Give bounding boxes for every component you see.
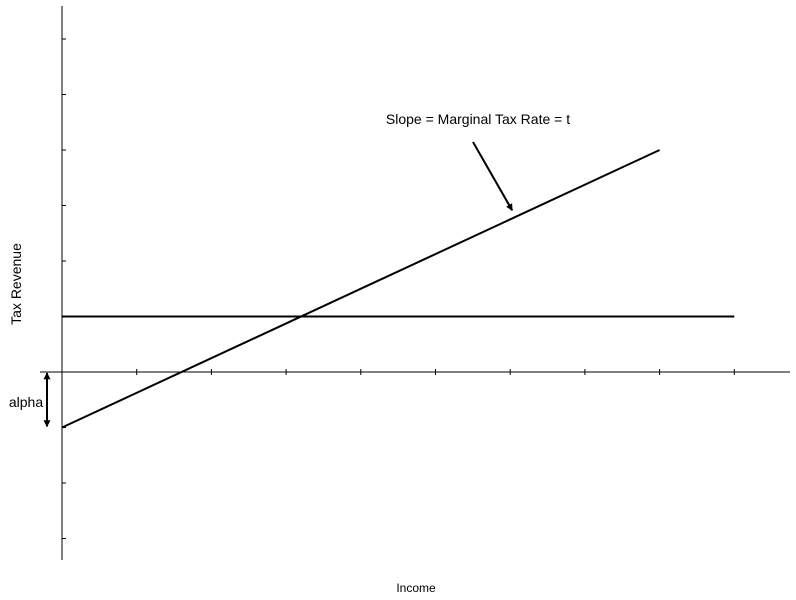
x-axis-label: Income: [396, 581, 436, 595]
slope-annotation-label: Slope = Marginal Tax Rate = t: [386, 111, 570, 127]
chart-annotations: Slope = Marginal Tax Rate = t alpha: [9, 111, 570, 428]
alpha-label: alpha: [9, 394, 43, 410]
plot-series: [61, 149, 735, 429]
y-axis-label: Tax Revenue: [8, 243, 24, 325]
tax-revenue-line: [61, 149, 661, 429]
slope-arrow: [472, 141, 514, 212]
